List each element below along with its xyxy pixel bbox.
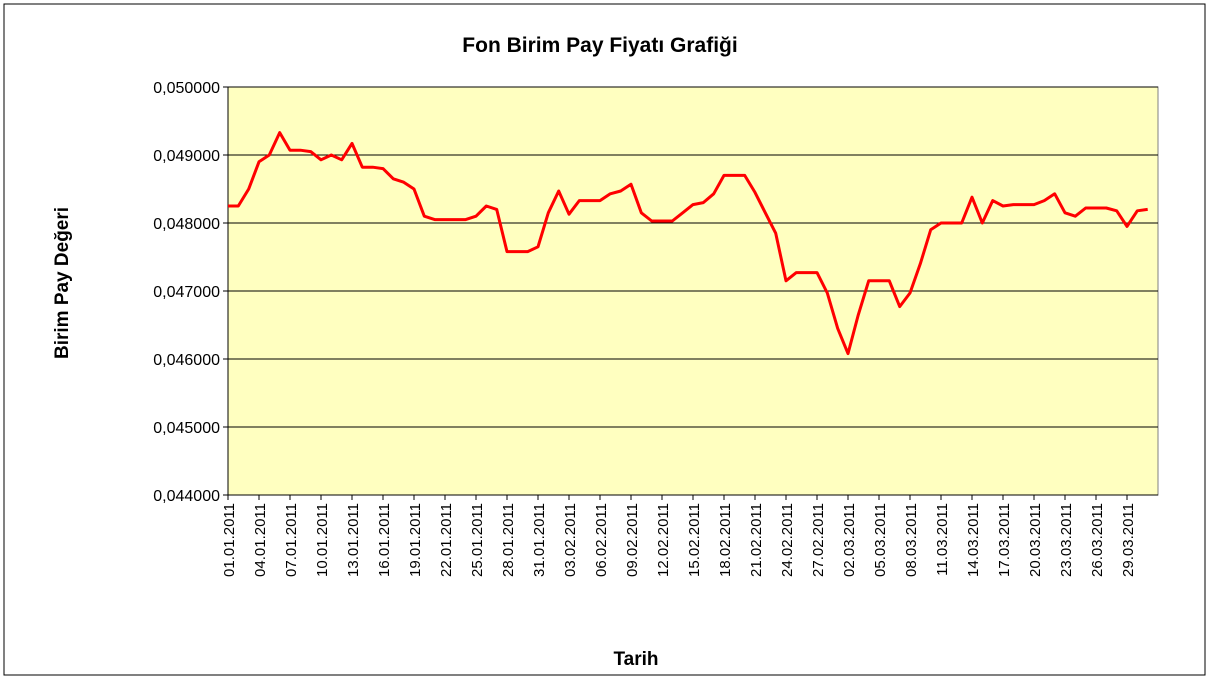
x-tick-label: 17.03.2011 — [996, 503, 1013, 577]
x-tick-label: 21.02.2011 — [748, 503, 765, 577]
y-axis-label: Birim Pay Değeri — [52, 207, 73, 359]
y-tick-label: 0,047000 — [153, 284, 220, 301]
x-tick-label: 02.03.2011 — [841, 503, 858, 577]
x-tick-label: 09.02.2011 — [624, 503, 641, 577]
x-tick-label: 20.03.2011 — [1027, 503, 1044, 577]
x-tick-label: 01.01.2011 — [221, 503, 238, 577]
data-line — [228, 131, 1148, 356]
x-tick-label: 08.03.2011 — [903, 503, 920, 577]
x-tick-label: 28.01.2011 — [500, 503, 517, 577]
x-tick-label: 26.03.2011 — [1089, 503, 1106, 577]
y-tick-label: 0,045000 — [153, 420, 220, 437]
x-tick-label: 04.01.2011 — [252, 503, 269, 577]
y-tick-label: 0,044000 — [153, 488, 220, 505]
x-tick-label: 07.01.2011 — [283, 503, 300, 577]
x-tick-label: 05.03.2011 — [872, 503, 889, 577]
x-tick-label: 25.01.2011 — [469, 503, 486, 577]
x-tick-label: 19.01.2011 — [407, 503, 424, 577]
y-tick-label: 0,049000 — [153, 148, 220, 165]
x-tick-label: 23.03.2011 — [1058, 503, 1075, 577]
x-tick-label: 24.02.2011 — [779, 503, 796, 577]
x-tick-label: 27.02.2011 — [810, 503, 827, 577]
x-tick-label: 14.03.2011 — [965, 503, 982, 577]
chart-title: Fon Birim Pay Fiyatı Grafiği — [462, 34, 737, 57]
x-tick-label: 11.03.2011 — [934, 503, 951, 576]
x-axis-label: Tarih — [613, 649, 658, 670]
x-tick-label: 18.02.2011 — [717, 503, 734, 577]
x-tick-label: 06.02.2011 — [593, 503, 610, 577]
y-tick-label: 0,046000 — [153, 352, 220, 369]
y-tick-label: 0,048000 — [153, 216, 220, 233]
y-tick-label: 0,050000 — [153, 80, 220, 97]
x-tick-label: 13.01.2011 — [345, 503, 362, 577]
x-tick-label: 16.01.2011 — [376, 503, 393, 577]
x-tick-label: 31.01.2011 — [531, 503, 548, 577]
x-tick-label: 15.02.2011 — [686, 503, 703, 577]
x-tick-label: 29.03.2011 — [1120, 503, 1137, 577]
x-tick-label: 22.01.2011 — [438, 503, 455, 577]
x-tick-label: 03.02.2011 — [562, 503, 579, 577]
x-tick-label: 12.02.2011 — [655, 503, 672, 577]
x-tick-label: 10.01.2011 — [314, 503, 331, 577]
